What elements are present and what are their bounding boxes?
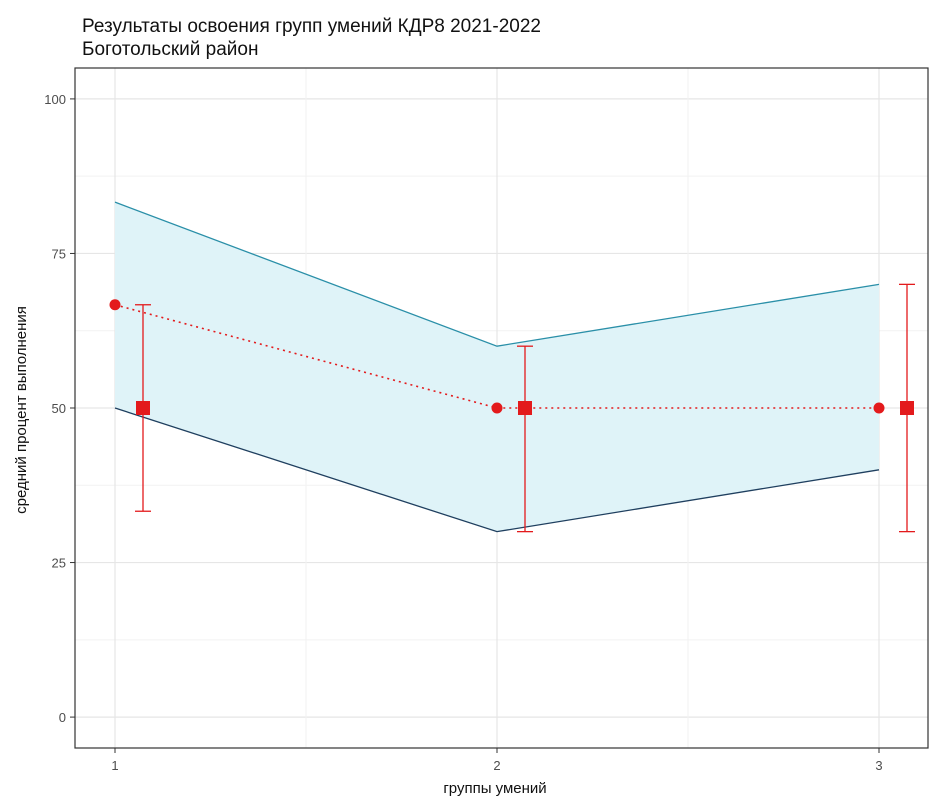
y-ticks: 0 25 50 75 100 <box>44 92 75 725</box>
chart-subtitle: Боготольский район <box>82 39 258 60</box>
error-bars <box>135 283 915 533</box>
y-tick-label: 0 <box>59 710 66 725</box>
error-bar-center <box>518 401 532 415</box>
data-point <box>491 402 503 414</box>
band <box>114 201 880 533</box>
x-tick-label: 1 <box>111 758 118 773</box>
band-upper-line <box>114 201 880 347</box>
y-tick-label: 75 <box>52 246 66 261</box>
y-tick-label: 100 <box>44 92 66 107</box>
data-point <box>109 299 121 311</box>
points-layer <box>109 299 885 414</box>
y-tick-label: 50 <box>52 401 66 416</box>
band-area <box>115 202 879 532</box>
x-ticks: 1 2 3 <box>111 748 883 773</box>
y-axis-title: средний процент выполнения <box>13 306 30 514</box>
x-tick-label: 3 <box>875 758 882 773</box>
error-bar-center <box>900 401 914 415</box>
chart-title: Результаты освоения групп умений КДР8 20… <box>82 16 541 37</box>
x-tick-label: 2 <box>493 758 500 773</box>
band-lower-line <box>114 407 880 533</box>
data-point <box>873 402 885 414</box>
x-axis-title: группы умений <box>443 780 546 797</box>
error-bar-center <box>136 401 150 415</box>
y-tick-label: 25 <box>52 556 66 571</box>
